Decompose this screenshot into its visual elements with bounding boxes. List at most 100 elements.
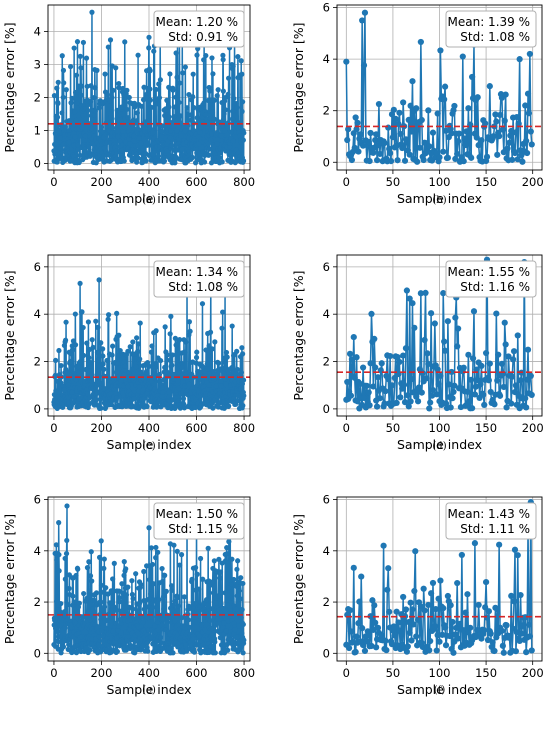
data-point xyxy=(61,80,67,86)
data-point xyxy=(86,144,92,150)
data-point xyxy=(435,595,442,602)
data-point xyxy=(153,328,159,334)
data-point xyxy=(448,130,455,137)
data-point xyxy=(140,619,146,625)
x-tick-label: 600 xyxy=(186,175,208,189)
data-point xyxy=(345,126,352,133)
data-point xyxy=(134,118,140,124)
data-point xyxy=(96,277,102,283)
x-tick-label: 200 xyxy=(90,175,112,189)
data-point xyxy=(473,366,480,373)
data-point xyxy=(366,402,373,409)
data-point xyxy=(89,378,95,384)
data-point xyxy=(367,360,374,367)
data-point xyxy=(52,147,58,154)
data-point xyxy=(393,142,400,149)
data-point xyxy=(156,81,162,87)
data-point xyxy=(216,360,222,366)
data-point xyxy=(496,111,504,119)
data-point xyxy=(209,55,215,61)
data-point xyxy=(432,605,439,613)
x-tick-label: 0 xyxy=(50,175,57,189)
data-point xyxy=(528,647,535,654)
data-point xyxy=(123,377,129,383)
data-point xyxy=(147,97,154,103)
data-point xyxy=(349,639,356,646)
data-point xyxy=(211,97,217,103)
data-point xyxy=(196,586,202,592)
data-point xyxy=(498,360,506,367)
data-point xyxy=(226,403,232,409)
data-point xyxy=(69,95,75,101)
data-point xyxy=(214,600,220,606)
data-point xyxy=(434,110,441,117)
data-point xyxy=(426,647,433,654)
data-point xyxy=(134,401,140,407)
data-point xyxy=(469,355,477,362)
data-point xyxy=(357,380,364,388)
data-point xyxy=(397,130,404,138)
data-point xyxy=(72,133,78,140)
data-point xyxy=(419,370,426,377)
data-point xyxy=(348,156,356,164)
data-point xyxy=(210,71,216,77)
data-point xyxy=(55,100,61,107)
data-point xyxy=(464,591,471,598)
data-point xyxy=(484,636,492,644)
data-point xyxy=(195,613,201,619)
data-point xyxy=(111,560,117,566)
data-point xyxy=(207,88,213,94)
data-point xyxy=(523,137,530,145)
data-point xyxy=(400,352,407,359)
data-point xyxy=(409,606,416,613)
data-point xyxy=(218,133,225,139)
data-point xyxy=(519,622,526,630)
data-point xyxy=(87,573,94,579)
data-point xyxy=(58,145,64,152)
data-point xyxy=(394,354,401,361)
data-point xyxy=(60,67,67,73)
data-point xyxy=(150,604,156,610)
data-point xyxy=(95,357,101,363)
data-point xyxy=(526,50,533,58)
data-point xyxy=(413,633,420,640)
data-point xyxy=(494,606,501,613)
data-point xyxy=(471,540,479,547)
data-point xyxy=(410,621,417,628)
data-point xyxy=(172,617,178,624)
data-point xyxy=(367,613,374,620)
data-point xyxy=(193,354,200,361)
data-point xyxy=(500,649,507,656)
data-point xyxy=(125,348,131,354)
chart-panel-e: 0 200 400 600 800 0 2 4 6 Sample index Percentage … xyxy=(2,493,255,697)
data-point xyxy=(155,549,161,555)
stats-mean: Mean: 1.20 % xyxy=(156,15,239,29)
x-tick-label: 400 xyxy=(138,421,160,435)
data-point xyxy=(485,377,492,384)
data-point xyxy=(222,558,229,564)
data-point xyxy=(513,629,520,636)
data-point xyxy=(92,597,98,604)
data-point xyxy=(506,139,513,146)
data-point xyxy=(98,405,104,411)
x-axis-label: Sample index xyxy=(397,437,482,452)
data-point xyxy=(359,17,366,24)
data-point xyxy=(455,325,462,332)
data-point xyxy=(460,158,467,165)
data-point xyxy=(458,551,465,559)
data-point xyxy=(177,337,183,343)
x-tick-label: 0 xyxy=(343,175,350,189)
data-point xyxy=(415,384,423,391)
data-point xyxy=(371,602,378,609)
data-point xyxy=(509,373,516,380)
chart-panel-c: 0 200 400 600 800 0 2 4 6 Sample index Percentage … xyxy=(2,254,255,452)
data-point xyxy=(510,598,518,605)
data-point xyxy=(62,555,68,562)
data-point xyxy=(434,366,441,373)
data-point xyxy=(235,393,241,399)
panel-caption: (f) xyxy=(434,685,446,696)
data-point xyxy=(209,131,215,137)
data-point xyxy=(118,378,124,384)
data-point xyxy=(68,351,74,357)
data-point xyxy=(490,133,497,140)
